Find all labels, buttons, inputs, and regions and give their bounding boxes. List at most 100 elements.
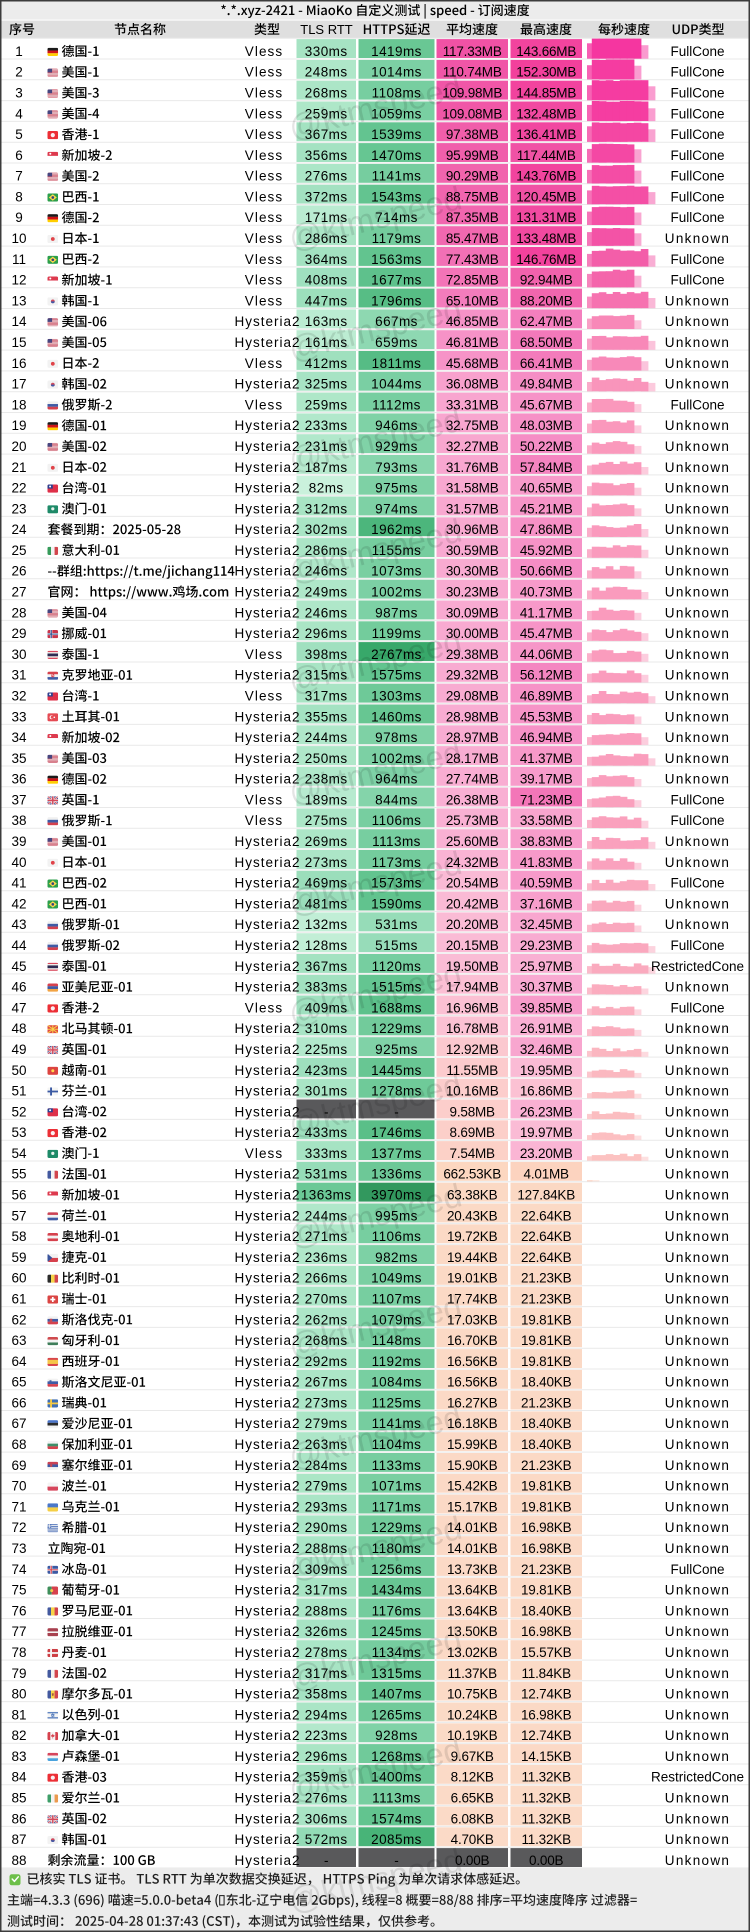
svg-text:16.78MB: 16.78MB (446, 1021, 499, 1036)
svg-text:302ms: 302ms (305, 522, 348, 537)
svg-text:Unknown: Unknown (665, 1229, 730, 1244)
svg-text:FullCone: FullCone (670, 252, 724, 267)
svg-text:Hysteria2: Hysteria2 (234, 1603, 300, 1618)
svg-text:Hysteria2: Hysteria2 (234, 1208, 300, 1223)
svg-text:Hysteria2: Hysteria2 (234, 1271, 300, 1286)
svg-text:317ms: 317ms (305, 1666, 348, 1681)
svg-text:Unknown: Unknown (665, 1520, 730, 1535)
svg-text:19.81KB: 19.81KB (521, 1479, 572, 1494)
svg-text:71.23MB: 71.23MB (520, 792, 573, 807)
svg-text:271ms: 271ms (305, 1229, 348, 1244)
svg-text:76: 76 (11, 1603, 26, 1618)
svg-text:246ms: 246ms (305, 605, 348, 620)
svg-text:4.01MB: 4.01MB (524, 1167, 570, 1182)
svg-text:325ms: 325ms (305, 377, 348, 392)
svg-text:FullCone: FullCone (670, 210, 724, 225)
svg-text:32.46MB: 32.46MB (520, 1042, 573, 1057)
svg-text:26.91MB: 26.91MB (520, 1021, 573, 1036)
svg-text:1563ms: 1563ms (371, 252, 422, 267)
svg-text:Hysteria2: Hysteria2 (234, 335, 300, 350)
svg-text:Unknown: Unknown (665, 1084, 730, 1099)
svg-text:21.23KB: 21.23KB (521, 1562, 572, 1577)
svg-text:1049ms: 1049ms (371, 1271, 422, 1286)
svg-text:31: 31 (11, 668, 26, 683)
svg-text:Vless: Vless (245, 190, 284, 205)
svg-text:1155ms: 1155ms (372, 543, 422, 558)
svg-text:Unknown: Unknown (665, 1292, 730, 1307)
svg-text:58: 58 (11, 1229, 26, 1244)
svg-text:469ms: 469ms (305, 876, 348, 891)
svg-text:61: 61 (11, 1292, 26, 1307)
svg-text:296ms: 296ms (305, 1749, 348, 1764)
svg-text:1574ms: 1574ms (371, 1811, 422, 1826)
svg-text:Hysteria2: Hysteria2 (234, 1707, 300, 1722)
svg-text:266ms: 266ms (305, 1271, 348, 1286)
svg-text:13.02KB: 13.02KB (447, 1645, 498, 1660)
svg-text:Unknown: Unknown (665, 481, 730, 496)
svg-text:20.42MB: 20.42MB (446, 896, 499, 911)
svg-text:6.65KB: 6.65KB (451, 1791, 494, 1806)
svg-text:531ms: 531ms (305, 1167, 348, 1182)
svg-text:Hysteria2: Hysteria2 (234, 1188, 300, 1203)
svg-text:22.64KB: 22.64KB (521, 1229, 572, 1244)
svg-text:1590ms: 1590ms (371, 896, 422, 911)
svg-text:29.38MB: 29.38MB (446, 647, 499, 662)
svg-text:572ms: 572ms (305, 1832, 348, 1847)
svg-text:Vless: Vless (245, 106, 284, 121)
svg-text:409ms: 409ms (305, 1000, 348, 1015)
svg-text:Unknown: Unknown (665, 564, 730, 579)
svg-text:Vless: Vless (245, 397, 284, 412)
svg-text:77: 77 (11, 1624, 26, 1639)
svg-text:793ms: 793ms (375, 460, 418, 475)
svg-text:270ms: 270ms (305, 1292, 348, 1307)
svg-text:Hysteria2: Hysteria2 (234, 377, 300, 392)
svg-text:Unknown: Unknown (665, 543, 730, 558)
svg-text:Unknown: Unknown (665, 439, 730, 454)
svg-text:1134ms: 1134ms (372, 1645, 422, 1660)
svg-text:60: 60 (11, 1271, 26, 1286)
svg-text:29: 29 (11, 626, 26, 641)
svg-text:45.21MB: 45.21MB (520, 501, 573, 516)
svg-text:14.01KB: 14.01KB (447, 1541, 498, 1556)
svg-text:21.23KB: 21.23KB (521, 1395, 572, 1410)
svg-text:1071ms: 1071ms (371, 1479, 422, 1494)
svg-text:11.32KB: 11.32KB (522, 1770, 572, 1785)
svg-text:85: 85 (11, 1791, 26, 1806)
svg-text:Hysteria2: Hysteria2 (234, 938, 300, 953)
svg-text:19.81KB: 19.81KB (521, 1333, 572, 1348)
svg-text:Hysteria2: Hysteria2 (234, 1687, 300, 1702)
svg-text:11: 11 (12, 252, 26, 267)
svg-text:310ms: 310ms (305, 1021, 348, 1036)
svg-text:279ms: 279ms (305, 1416, 348, 1431)
svg-text:1179ms: 1179ms (372, 231, 422, 246)
svg-text:42: 42 (11, 896, 26, 911)
svg-text:Hysteria2: Hysteria2 (234, 1375, 300, 1390)
svg-text:317ms: 317ms (305, 1583, 348, 1598)
svg-text:278ms: 278ms (305, 1645, 348, 1660)
svg-text:TLS RTT: TLS RTT (300, 22, 353, 37)
svg-text:FullCone: FullCone (670, 148, 724, 163)
svg-text:37.16MB: 37.16MB (520, 896, 573, 911)
svg-text:964ms: 964ms (375, 772, 418, 787)
svg-text:Hysteria2: Hysteria2 (234, 1832, 300, 1847)
svg-text:-: - (394, 1853, 399, 1868)
svg-text:19.50MB: 19.50MB (446, 959, 499, 974)
svg-text:367ms: 367ms (305, 959, 348, 974)
svg-text:975ms: 975ms (375, 481, 418, 496)
svg-text:16.56KB: 16.56KB (447, 1375, 498, 1390)
svg-text:1460ms: 1460ms (371, 709, 422, 724)
svg-text:95.99MB: 95.99MB (446, 148, 499, 163)
svg-text:13.64KB: 13.64KB (447, 1603, 498, 1618)
svg-text:301ms: 301ms (305, 1084, 348, 1099)
svg-text:Unknown: Unknown (665, 1791, 730, 1806)
svg-text:Hysteria2: Hysteria2 (234, 481, 300, 496)
svg-text:143.76MB: 143.76MB (516, 169, 576, 184)
svg-text:39.17MB: 39.17MB (520, 772, 573, 787)
svg-text:Hysteria2: Hysteria2 (234, 1791, 300, 1806)
svg-text:Hysteria2: Hysteria2 (234, 1499, 300, 1514)
svg-text:15.57KB: 15.57KB (521, 1645, 572, 1660)
svg-text:Unknown: Unknown (665, 1853, 730, 1868)
svg-text:1315ms: 1315ms (371, 1666, 422, 1681)
svg-text:11.37KB: 11.37KB (448, 1666, 498, 1681)
svg-text:408ms: 408ms (305, 273, 348, 288)
